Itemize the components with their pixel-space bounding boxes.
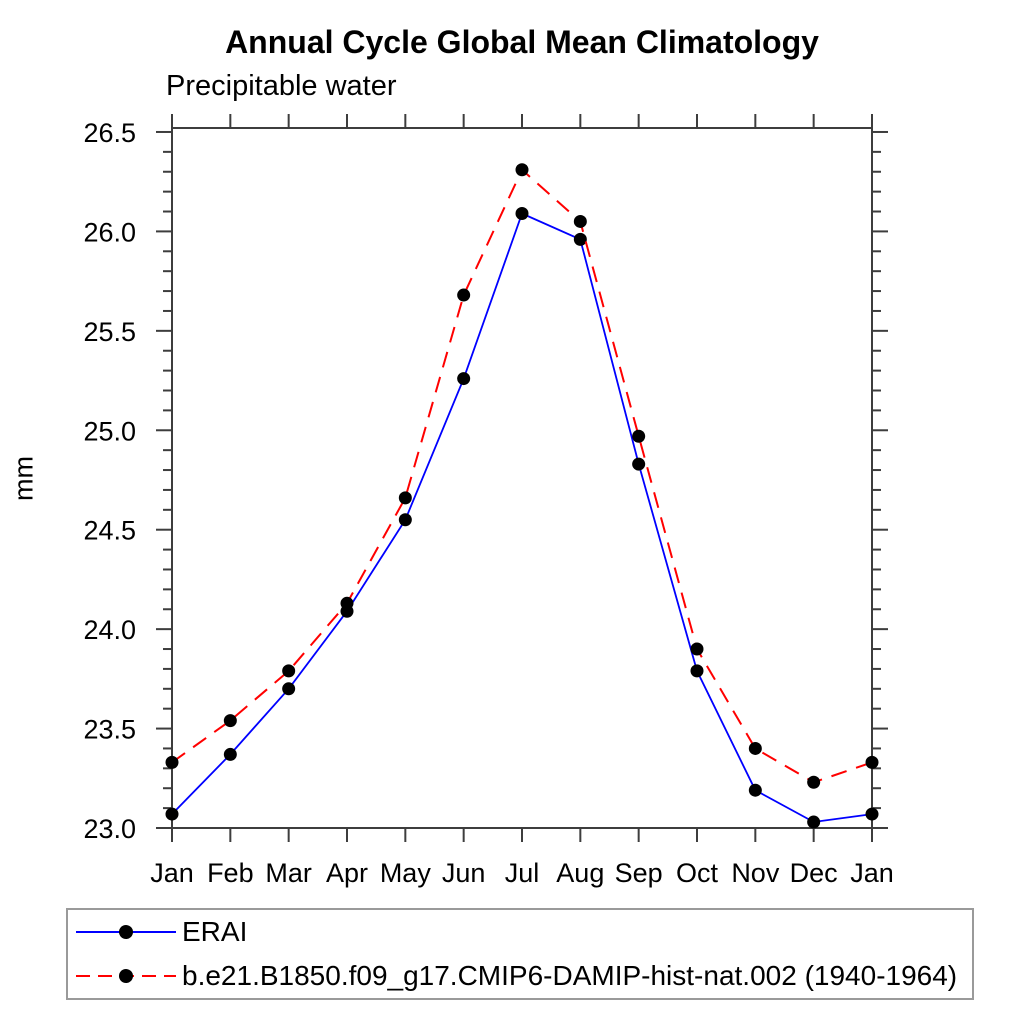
- data-point: [632, 457, 646, 471]
- y-tick-label: 25.5: [83, 317, 136, 347]
- data-point: [748, 783, 762, 797]
- axis-ticks: [156, 114, 888, 842]
- x-tick-label: Apr: [326, 858, 368, 888]
- plot-frame: [171, 127, 873, 829]
- chart-title: Annual Cycle Global Mean Climatology: [225, 24, 819, 60]
- data-point: [807, 815, 821, 829]
- series-markers-0: [165, 207, 879, 829]
- x-tick-label: Feb: [207, 858, 254, 888]
- y-tick-label: 23.5: [83, 715, 136, 745]
- x-tick-label: Sep: [615, 858, 663, 888]
- legend-label-erai: ERAI: [182, 916, 248, 947]
- legend-box: ERAI b.e21.B1850.f09_g17.CMIP6-DAMIP-his…: [66, 908, 974, 1000]
- y-tick-label: 26.0: [83, 217, 136, 247]
- axis-labels: 23.0 23.5 24.0 24.5 25.0 25.5 26.0 26.5 Jan Feb Ma…: [83, 118, 893, 888]
- x-tick-label: Jan: [850, 858, 894, 888]
- model-dashed-line-marker-icon: [76, 969, 176, 983]
- data-point: [573, 214, 587, 228]
- data-point: [398, 491, 412, 505]
- data-point: [457, 288, 471, 302]
- data-point: [748, 741, 762, 755]
- data-point: [807, 775, 821, 789]
- x-tick-label: Aug: [556, 858, 604, 888]
- x-tick-label: Dec: [790, 858, 838, 888]
- data-point: [573, 232, 587, 246]
- data-point: [632, 429, 646, 443]
- y-tick-label: 25.0: [83, 416, 136, 446]
- data-point: [223, 747, 237, 761]
- x-tick-label: Jul: [505, 858, 540, 888]
- data-point: [282, 682, 296, 696]
- data-point: [515, 207, 529, 221]
- x-tick-label: Jan: [150, 858, 194, 888]
- x-tick-label: Nov: [731, 858, 780, 888]
- chart-subtitle: Precipitable water: [166, 70, 397, 102]
- legend-label-model: b.e21.B1850.f09_g17.CMIP6-DAMIP-hist-nat…: [182, 960, 958, 991]
- data-point: [340, 596, 354, 610]
- x-tick-label: May: [380, 858, 432, 888]
- x-tick-label: Jun: [442, 858, 486, 888]
- x-tick-label: Mar: [265, 858, 312, 888]
- data-point: [223, 714, 237, 728]
- x-tick-label: Oct: [676, 858, 719, 888]
- y-tick-label: 23.0: [83, 814, 136, 844]
- y-tick-label: 24.5: [83, 516, 136, 546]
- y-tick-label: 26.5: [83, 118, 136, 148]
- data-point: [457, 372, 471, 386]
- series-markers-1: [165, 163, 879, 789]
- series-line-1: [171, 168, 873, 784]
- data-point: [282, 664, 296, 678]
- data-point: [165, 807, 179, 821]
- y-tick-label: 24.0: [83, 615, 136, 645]
- series-line-0: [171, 212, 873, 823]
- erai-line-marker-icon: [76, 925, 176, 939]
- data-point: [690, 664, 704, 678]
- data-point: [515, 163, 529, 177]
- data-point: [690, 642, 704, 656]
- data-point: [165, 755, 179, 769]
- legend-item-model: b.e21.B1850.f09_g17.CMIP6-DAMIP-hist-nat…: [74, 956, 972, 996]
- legend-item-erai: ERAI: [74, 912, 972, 952]
- data-point: [398, 513, 412, 527]
- data-point: [865, 755, 879, 769]
- data-point: [865, 807, 879, 821]
